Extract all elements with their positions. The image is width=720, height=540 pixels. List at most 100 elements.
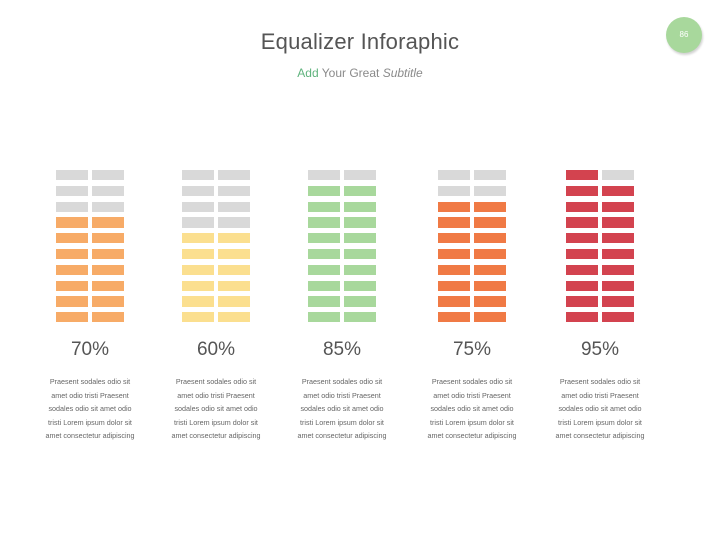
equalizer-column-2 <box>180 170 250 323</box>
subtitle-middle-words: Your Great <box>321 66 380 80</box>
equalizer-segment-filled <box>438 248 470 260</box>
equalizer-segment-filled <box>344 185 376 197</box>
equalizer-segment-filled <box>218 296 250 307</box>
equalizer-segment-empty <box>474 170 506 181</box>
equalizer-segment-filled <box>344 296 376 307</box>
equalizer-segment-empty <box>182 185 214 197</box>
equalizer-bars <box>182 170 250 323</box>
description-line: amet odio tristi Praesent <box>177 390 255 400</box>
equalizer-segment-empty <box>92 170 124 181</box>
description-line: tristi Lorem ipsum dolor sit <box>300 417 384 427</box>
subtitle-accent-word: Add <box>297 66 319 80</box>
equalizer-segment-filled <box>474 280 506 291</box>
equalizer-segment-filled <box>438 201 470 212</box>
page-number-badge: 86 <box>666 17 702 53</box>
equalizer-segment-filled <box>182 233 214 244</box>
equalizer-segment-filled <box>438 233 470 244</box>
equalizer-percent-5: 95% <box>580 339 620 360</box>
equalizer-segment-filled <box>308 233 340 244</box>
equalizer-segment-filled <box>218 280 250 291</box>
equalizer-segment-filled <box>308 201 340 212</box>
page-title: Equalizer Inforaphic <box>260 29 460 54</box>
equalizer-segment-empty <box>182 170 214 181</box>
equalizer-segment-filled <box>602 296 634 307</box>
description-line: Praesent sodales odio sit <box>49 377 131 386</box>
equalizer-bars <box>438 170 506 323</box>
equalizer-segment-filled <box>308 185 340 197</box>
equalizer-segment-filled <box>218 233 250 244</box>
equalizer-percent-3: 85% <box>322 339 362 360</box>
equalizer-segment-filled <box>56 248 88 260</box>
equalizer-segment-filled <box>218 248 250 260</box>
description-line: tristi Lorem ipsum dolor sit <box>430 417 514 427</box>
description-line: amet odio tristi Praesent <box>51 390 129 400</box>
equalizer-segment-filled <box>566 264 598 276</box>
equalizer-segment-filled <box>56 264 88 276</box>
equalizer-segment-filled <box>92 233 124 244</box>
equalizer-segment-filled <box>92 296 124 307</box>
equalizer-segment-filled <box>438 264 470 276</box>
equalizer-segment-filled <box>92 264 124 276</box>
equalizer-bars <box>56 170 124 323</box>
description-line: Praesent sodales odio sit <box>301 377 383 386</box>
description-line: amet odio tristi Praesent <box>433 390 511 400</box>
description-line: Praesent sodales odio sit <box>431 377 513 386</box>
equalizer-segment-filled <box>438 217 470 228</box>
equalizer-segment-filled <box>602 217 634 228</box>
equalizer-segment-filled <box>602 185 634 197</box>
equalizer-column-1 <box>54 170 124 323</box>
equalizer-segment-filled <box>602 233 634 244</box>
description-line: Praesent sodales odio sit <box>175 377 257 386</box>
equalizer-percent-4: 75% <box>452 339 492 360</box>
equalizer-segment-filled <box>56 296 88 307</box>
equalizer-segment-filled <box>92 280 124 291</box>
equalizer-segment-empty <box>56 185 88 197</box>
equalizer-segment-empty <box>182 201 214 212</box>
equalizer-segment-filled <box>308 296 340 307</box>
equalizer-percent-1: 70% <box>70 339 110 360</box>
equalizer-description-2: Praesent sodales odio sit amet odio trist… <box>154 375 278 443</box>
equalizer-segment-filled <box>308 312 340 323</box>
equalizer-description-5: Praesent sodales odio sit amet odio trist… <box>538 375 662 443</box>
description-line: tristi Lorem ipsum dolor sit <box>48 417 132 427</box>
equalizer-segment-filled <box>474 264 506 276</box>
equalizer-segment-empty <box>56 201 88 212</box>
equalizer-segment-filled <box>182 280 214 291</box>
equalizer-segment-empty <box>182 217 214 228</box>
description-line: sodales odio sit amet odio <box>48 404 132 413</box>
description-line: sodales odio sit amet odio <box>174 404 258 413</box>
equalizer-percent-2: 60% <box>196 339 236 360</box>
equalizer-segment-filled <box>566 217 598 228</box>
equalizer-segment-filled <box>344 248 376 260</box>
equalizer-segment-filled <box>218 312 250 323</box>
equalizer-segment-filled <box>344 201 376 212</box>
equalizer-segment-filled <box>92 217 124 228</box>
equalizer-segment-filled <box>566 296 598 307</box>
equalizer-segment-empty <box>602 170 634 181</box>
equalizer-segment-filled <box>182 248 214 260</box>
equalizer-segment-filled <box>602 312 634 323</box>
equalizer-description-4: Praesent sodales odio sit amet odio trist… <box>410 375 534 443</box>
equalizer-segment-filled <box>566 170 598 181</box>
equalizer-segment-filled <box>566 280 598 291</box>
equalizer-segment-filled <box>474 248 506 260</box>
equalizer-segment-filled <box>438 280 470 291</box>
description-line: sodales odio sit amet odio <box>558 404 642 413</box>
equalizer-segment-filled <box>308 280 340 291</box>
equalizer-segment-filled <box>474 201 506 212</box>
equalizer-segment-filled <box>474 233 506 244</box>
description-line: amet consectetur adipiscing <box>297 431 387 440</box>
subtitle-italic-word: Subtitle <box>382 66 423 80</box>
equalizer-segment-empty <box>92 201 124 212</box>
equalizer-segment-filled <box>308 264 340 276</box>
equalizer-segment-empty <box>92 185 124 197</box>
equalizer-description-1: Praesent sodales odio sit amet odio trist… <box>28 375 152 443</box>
equalizer-segment-filled <box>344 217 376 228</box>
description-line: tristi Lorem ipsum dolor sit <box>558 417 642 427</box>
equalizer-segment-filled <box>344 280 376 291</box>
description-line: Praesent sodales odio sit <box>559 377 641 386</box>
equalizer-segment-filled <box>438 296 470 307</box>
equalizer-segment-filled <box>602 280 634 291</box>
equalizer-segment-filled <box>218 264 250 276</box>
description-line: sodales odio sit amet odio <box>300 404 384 413</box>
